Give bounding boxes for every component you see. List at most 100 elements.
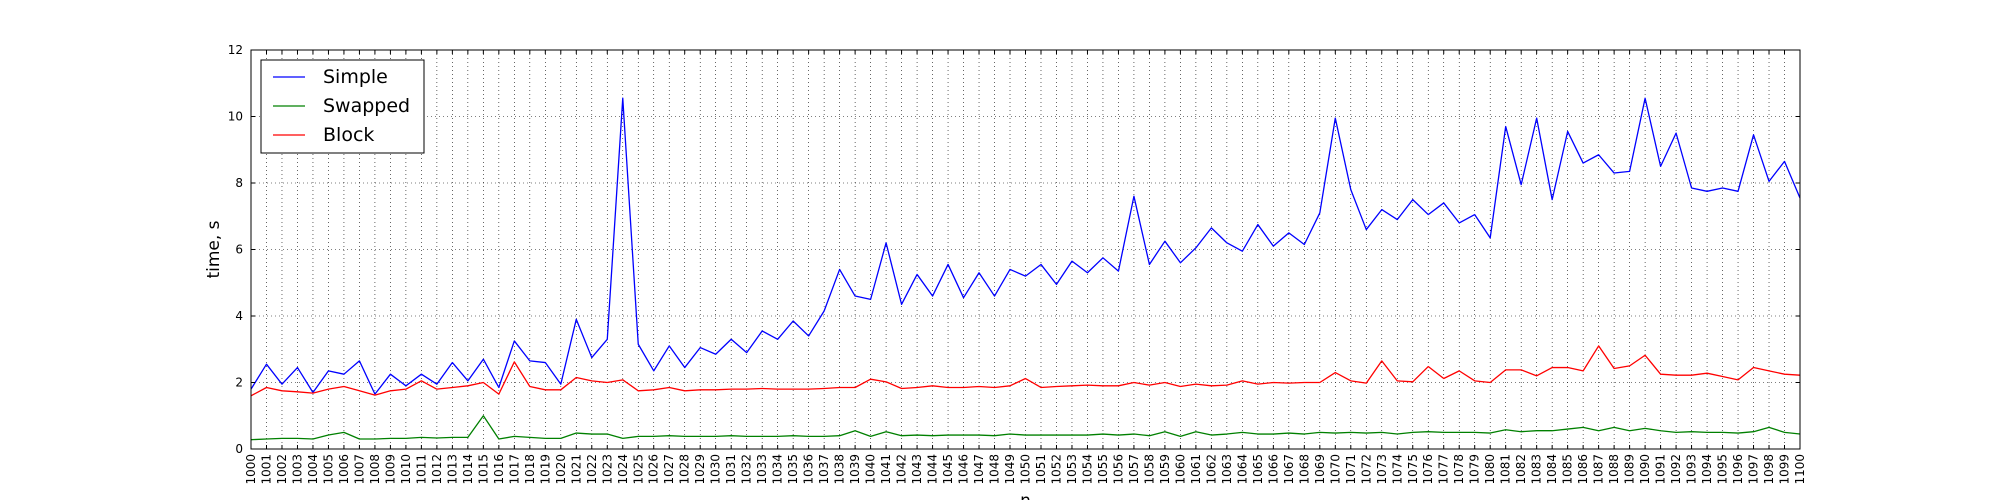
- x-tick-label: 1051: [1034, 454, 1048, 485]
- x-tick-label: 1041: [879, 454, 893, 485]
- x-tick-label: 1004: [306, 454, 320, 485]
- x-tick-label: 1073: [1375, 454, 1389, 485]
- x-tick-label: 1022: [585, 454, 599, 485]
- x-tick-label: 1068: [1297, 454, 1311, 485]
- x-tick-label: 1003: [290, 454, 304, 485]
- x-tick-label: 1018: [523, 454, 537, 485]
- x-tick-label: 1015: [476, 454, 490, 485]
- x-tick-label: 1077: [1437, 454, 1451, 485]
- series-lines: [250, 97, 1801, 441]
- x-tick-label: 1013: [445, 454, 459, 485]
- x-tick-label: 1070: [1328, 454, 1342, 485]
- y-tick-label: 6: [235, 243, 243, 257]
- x-tick-label: 1069: [1313, 454, 1327, 485]
- y-tick-label: 2: [235, 376, 243, 390]
- x-tick-label: 1016: [492, 454, 506, 485]
- x-tick-label: 1000: [244, 454, 258, 485]
- x-tick-label: 1094: [1700, 454, 1714, 485]
- x-tick-label: 1064: [1235, 454, 1249, 485]
- series-line-simple: [250, 97, 1801, 395]
- x-tick-label: 1061: [1189, 454, 1203, 485]
- series-line-swapped: [250, 415, 1801, 441]
- x-tick-label: 1007: [352, 454, 366, 485]
- x-tick-label: 1042: [895, 454, 909, 485]
- x-axis-title: n: [1020, 491, 1031, 500]
- y-tick-label: 8: [235, 176, 243, 190]
- x-tick-label: 1093: [1685, 454, 1699, 485]
- x-tick-label: 1067: [1282, 454, 1296, 485]
- x-tick-label: 1025: [631, 454, 645, 485]
- x-tick-label: 1099: [1778, 454, 1792, 485]
- grid-lines: [251, 50, 1800, 449]
- x-tick-label: 1053: [1065, 454, 1079, 485]
- x-tick-label: 1050: [1019, 454, 1033, 485]
- x-tick-label: 1083: [1530, 454, 1544, 485]
- x-tick-label: 1043: [910, 454, 924, 485]
- x-tick-label: 1055: [1096, 454, 1110, 485]
- x-tick-label: 1030: [709, 454, 723, 485]
- y-tick-label: 0: [235, 442, 243, 456]
- x-tick-label: 1034: [771, 454, 785, 485]
- x-tick-label: 1098: [1762, 454, 1776, 485]
- x-tick-label: 1029: [693, 454, 707, 485]
- x-tick-label: 1037: [817, 454, 831, 485]
- x-tick-label: 1052: [1049, 454, 1063, 485]
- y-tick-label: 4: [235, 309, 243, 323]
- x-tick-label: 1066: [1266, 454, 1280, 485]
- y-axis-title: time, s: [204, 220, 224, 278]
- x-tick-label: 1095: [1716, 454, 1730, 485]
- x-tick-label: 1087: [1592, 454, 1606, 485]
- x-tick-label: 1002: [275, 454, 289, 485]
- x-tick-label: 1028: [678, 454, 692, 485]
- x-tick-label: 1084: [1545, 454, 1559, 485]
- legend-label-swapped: Swapped: [323, 95, 410, 117]
- x-tick-label: 1090: [1638, 454, 1652, 485]
- x-tick-label: 1021: [569, 454, 583, 485]
- x-tick-label: 1056: [1111, 454, 1125, 485]
- x-tick-label: 1065: [1251, 454, 1265, 485]
- x-tick-label: 1078: [1452, 454, 1466, 485]
- x-tick-label: 1036: [802, 454, 816, 485]
- x-tick-label: 1048: [988, 454, 1002, 485]
- x-tick-label: 1076: [1421, 454, 1435, 485]
- x-tick-label: 1086: [1576, 454, 1590, 485]
- x-tick-label: 1100: [1793, 454, 1807, 485]
- x-tick-label: 1012: [430, 454, 444, 485]
- x-tick-label: 1017: [507, 454, 521, 485]
- x-tick-label: 1075: [1406, 454, 1420, 485]
- x-tick-label: 1058: [1142, 454, 1156, 485]
- x-tick-label: 1092: [1669, 454, 1683, 485]
- x-tick-label: 1047: [972, 454, 986, 485]
- x-tick-label: 1040: [864, 454, 878, 485]
- x-tick-label: 1009: [383, 454, 397, 485]
- x-tick-label: 1097: [1747, 454, 1761, 485]
- x-tick-label: 1091: [1654, 454, 1668, 485]
- x-tick-label: 1020: [554, 454, 568, 485]
- x-tick-label: 1027: [662, 454, 676, 485]
- x-tick-label: 1088: [1607, 454, 1621, 485]
- x-tick-label: 1010: [399, 454, 413, 485]
- x-tick-label: 1044: [926, 454, 940, 485]
- y-tick-label: 12: [228, 43, 243, 57]
- x-tick-label: 1026: [647, 454, 661, 485]
- legend-label-block: Block: [323, 124, 374, 146]
- x-tick-label: 1033: [755, 454, 769, 485]
- x-tick-label: 1045: [941, 454, 955, 485]
- x-tick-label: 1011: [414, 454, 428, 485]
- x-tick-label: 1072: [1359, 454, 1373, 485]
- x-tick-label: 1019: [538, 454, 552, 485]
- x-tick-label: 1024: [616, 454, 630, 485]
- x-tick-label: 1001: [259, 454, 273, 485]
- x-tick-label: 1059: [1158, 454, 1172, 485]
- x-tick-label: 1008: [368, 454, 382, 485]
- x-tick-label: 1085: [1561, 454, 1575, 485]
- series-line-block: [250, 345, 1801, 397]
- x-tick-label: 1063: [1220, 454, 1234, 485]
- y-tick-label: 10: [228, 110, 243, 124]
- x-tick-label: 1081: [1499, 454, 1513, 485]
- x-tick-label: 1062: [1204, 454, 1218, 485]
- x-tick-label: 1089: [1623, 454, 1637, 485]
- x-tick-label: 1096: [1731, 454, 1745, 485]
- x-tick-label: 1074: [1390, 454, 1404, 485]
